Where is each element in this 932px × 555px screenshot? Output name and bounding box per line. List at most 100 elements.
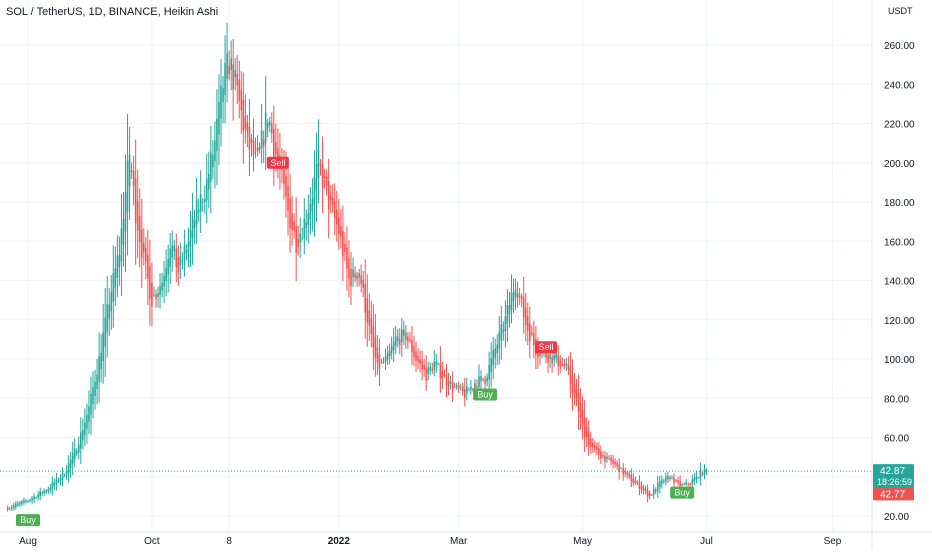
heikin-ashi-candle — [321, 136, 324, 214]
candle-body — [201, 201, 204, 203]
candle-body — [331, 197, 334, 206]
candle-body — [376, 347, 379, 363]
candle-body — [677, 480, 679, 483]
heikin-ashi-candle — [356, 271, 358, 287]
heikin-ashi-candle — [61, 467, 64, 487]
heikin-ashi-candle — [612, 455, 614, 469]
heikin-ashi-candle — [492, 336, 495, 379]
candle-layer — [0, 22, 872, 512]
heikin-ashi-candle — [593, 440, 596, 453]
candle-body — [496, 344, 499, 354]
heikin-ashi-candle — [138, 188, 141, 268]
time-axis[interactable]: AugOct82022MarMayJulSepNo — [19, 536, 932, 547]
heikin-ashi-candle — [368, 293, 371, 341]
heikin-ashi-candle — [21, 499, 23, 507]
candle-body — [573, 384, 576, 394]
heikin-ashi-candle — [565, 357, 568, 372]
candle-body — [654, 489, 657, 493]
heikin-ashi-candle — [317, 119, 320, 204]
heikin-ashi-candle — [248, 99, 251, 176]
candle-body — [82, 430, 84, 441]
candle-body — [636, 481, 639, 483]
heikin-ashi-candle — [522, 276, 525, 334]
candle-body — [140, 229, 143, 258]
heikin-ashi-candle — [41, 490, 44, 497]
heikin-ashi-candle — [197, 198, 200, 222]
heikin-ashi-candle — [585, 417, 588, 447]
heikin-ashi-candle — [559, 355, 562, 374]
candle-body — [610, 457, 612, 462]
candle-body — [275, 142, 277, 154]
candle-body — [364, 283, 367, 313]
heikin-ashi-candle — [628, 470, 631, 480]
heikin-ashi-candle — [118, 236, 121, 286]
candle-body — [277, 148, 279, 163]
candle-body — [459, 386, 462, 388]
candle-body — [185, 250, 188, 254]
heikin-ashi-candle — [470, 380, 472, 395]
candle-body — [110, 292, 113, 312]
candle-body — [193, 220, 196, 229]
candle-body — [80, 432, 82, 449]
heikin-ashi-candle — [287, 162, 289, 236]
last-price-badge-box — [873, 464, 914, 489]
candle-body — [612, 459, 614, 464]
heikin-ashi-candle — [224, 35, 226, 124]
candle-body — [252, 140, 255, 155]
heikin-ashi-candle — [104, 288, 106, 378]
heikin-ashi-candle — [533, 320, 535, 359]
heikin-ashi-candle — [681, 483, 683, 487]
candle-body — [250, 138, 253, 143]
heikin-ashi-candle — [84, 408, 86, 446]
candle-body — [352, 269, 354, 278]
heikin-ashi-candle — [596, 442, 598, 456]
candle-body — [226, 53, 228, 79]
price-tick-label: 60.00 — [884, 434, 909, 445]
heikin-ashi-candle — [266, 119, 269, 138]
heikin-ashi-candle — [210, 125, 212, 214]
heikin-ashi-candle — [587, 420, 590, 457]
candle-body — [388, 350, 391, 357]
heikin-ashi-candle — [147, 229, 149, 306]
candle-body — [120, 228, 123, 262]
heikin-ashi-candle — [55, 472, 58, 491]
candle-body — [102, 332, 104, 361]
candle-body — [675, 480, 677, 482]
candle-body — [169, 248, 172, 267]
heikin-ashi-candle — [340, 209, 342, 249]
heikin-ashi-candle — [303, 198, 306, 255]
close-price-badge: 42.77 — [873, 487, 914, 501]
heikin-ashi-candle — [230, 40, 232, 91]
heikin-ashi-candle — [382, 357, 385, 364]
candle-body — [356, 275, 358, 280]
time-tick-label: Aug — [19, 536, 37, 547]
heikin-ashi-candle — [407, 332, 409, 349]
candle-body — [366, 298, 369, 323]
candle-body — [628, 473, 631, 477]
buy-signal-box — [16, 514, 40, 527]
heikin-ashi-candle — [468, 387, 470, 391]
heikin-ashi-candle — [583, 400, 586, 453]
heikin-ashi-candle — [498, 315, 501, 365]
candle-body — [98, 356, 100, 382]
candle-body — [208, 174, 210, 190]
candle-body — [73, 448, 76, 459]
heikin-ashi-candle — [354, 266, 356, 283]
heikin-ashi-candle — [289, 173, 291, 253]
heikin-ashi-candle — [270, 112, 273, 143]
candle-body — [335, 209, 338, 225]
candle-body — [244, 115, 247, 130]
heikin-ashi-candle — [8, 506, 11, 511]
heikin-ashi-candle — [122, 191, 125, 267]
heikin-ashi-candle — [508, 291, 511, 328]
candle-body — [413, 346, 415, 357]
candle-body — [25, 500, 27, 502]
heikin-ashi-candle — [403, 320, 405, 346]
candle-body — [344, 243, 346, 252]
candle-body — [47, 489, 50, 492]
heikin-ashi-candle — [199, 170, 202, 234]
heikin-ashi-candle — [315, 132, 318, 223]
buy-signal-label: Buy — [16, 514, 40, 527]
